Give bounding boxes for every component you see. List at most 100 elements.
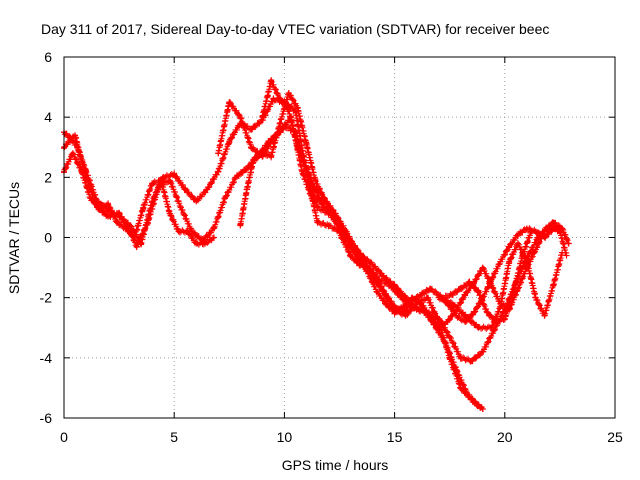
data-point [184,228,191,235]
data-point [182,186,189,193]
data-point [541,312,548,319]
data-point [515,231,522,238]
data-point [160,174,167,181]
data-point [550,219,557,226]
data-point [175,228,182,235]
data-point [479,264,486,271]
data-point [413,306,420,313]
data-point [116,210,123,217]
data-point [270,96,277,103]
y-axis-label: SDTVAR / TECUs [6,182,22,294]
data-point [402,312,409,319]
data-point [226,99,233,106]
data-point [87,195,94,202]
y-tick-label: -6 [40,410,53,426]
data-point [444,318,451,325]
x-tick-label: 25 [607,429,623,445]
data-point [501,315,508,322]
data-point [96,204,103,211]
data-point [565,240,572,247]
x-tick-label: 0 [60,429,68,445]
data-point [466,279,473,286]
data-point [382,291,389,298]
data-point [402,294,409,301]
data-point [550,282,557,289]
series-pass-8 [440,228,535,325]
data-point [144,219,151,226]
data-point [448,300,455,307]
data-point [237,114,244,121]
data-point [492,318,499,325]
data-point [515,240,522,247]
x-axis-label: GPS time / hours [282,457,389,473]
data-point [409,294,416,301]
data-point [559,225,566,232]
y-tick-label: -2 [40,290,53,306]
data-point [373,288,380,295]
axis-ticks: 0 5 10 15 20 25 -6 -4 -2 0 2 4 6 [40,49,623,445]
data-point [314,204,321,211]
data-point [453,366,460,373]
data-point [462,318,469,325]
data-point [369,261,376,268]
data-point [325,222,332,229]
y-tick-label: -4 [40,350,53,366]
data-point [113,219,120,226]
data-point [457,285,464,292]
x-tick-label: 10 [277,429,293,445]
data-point [497,303,504,310]
data-point [506,258,513,265]
data-point [400,309,407,316]
data-point [418,291,425,298]
x-tick-label: 15 [387,429,403,445]
data-point [510,288,517,295]
data-point [149,180,156,187]
data-point [210,225,217,232]
data-point [105,201,112,208]
data-point [506,243,513,250]
data-point [426,285,433,292]
data-point [268,153,275,160]
data-point [479,348,486,355]
data-point [391,303,398,310]
data-point [424,294,431,301]
data-point [475,324,482,331]
data-point [299,168,306,175]
data-point [523,258,530,265]
data-point [490,327,497,334]
data-point [259,150,266,157]
data-point [446,333,453,340]
data-point [276,120,283,127]
data-point [177,204,184,211]
data-point [250,156,257,163]
data-point [475,402,482,409]
data-point [215,168,222,175]
data-point [105,213,112,220]
data-point [202,240,209,247]
data-point [347,252,354,259]
data-point [133,243,140,250]
data-point [563,252,570,259]
data-point [338,228,345,235]
data-point [356,255,363,262]
data-point [226,138,233,145]
data-point [281,123,288,130]
data-point [440,294,447,301]
data-point [193,198,200,205]
data-point [435,315,442,322]
chart-title: Day 311 of 2017, Sidereal Day-to-day VTE… [41,21,549,37]
data-point [519,252,526,259]
data-point [488,282,495,289]
data-point [462,312,469,319]
data-point [276,96,283,103]
data-point [488,324,495,331]
y-tick-label: 0 [44,230,52,246]
x-tick-label: 5 [170,429,178,445]
data-point [314,219,321,226]
data-point [140,204,147,211]
data-point [479,405,486,412]
data-point [457,354,464,361]
data-point [400,303,407,310]
